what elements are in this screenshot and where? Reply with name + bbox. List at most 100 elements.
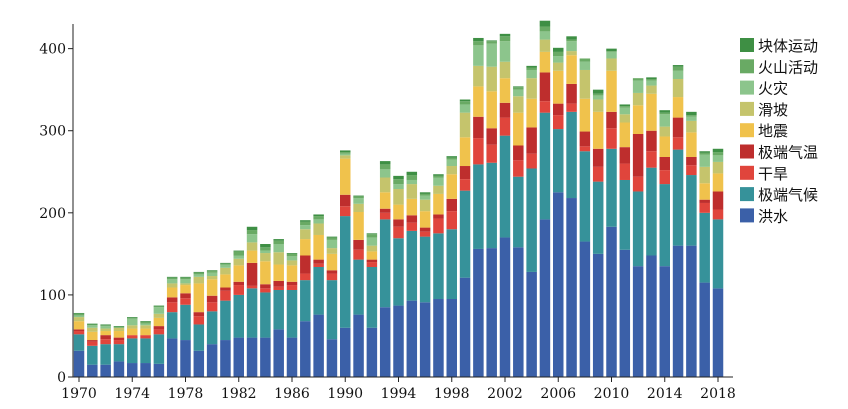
- bar-segment-1974-series-1: [127, 338, 138, 364]
- bar-segment-2014-series-1: [659, 184, 670, 267]
- bar-segment-2011-series-8: [619, 104, 631, 107]
- bar-segment-2013-series-6: [646, 80, 657, 86]
- bar-segment-1984-series-0: [260, 337, 271, 377]
- bar-segment-1987-series-5: [300, 229, 311, 240]
- bar-segment-2013-series-1: [646, 167, 657, 256]
- bar-segment-2011-series-1: [619, 179, 631, 250]
- bar-segment-2008-series-1: [579, 151, 591, 242]
- bar-segment-2000-series-5: [473, 65, 484, 87]
- bar-segment-2001-series-0: [486, 248, 497, 377]
- bar-segment-1973-series-5: [113, 327, 125, 332]
- bar-segment-1979-series-7: [193, 272, 205, 275]
- bar-segment-2005-series-4: [539, 51, 551, 73]
- bar-segment-1981-series-3: [220, 287, 231, 291]
- bar-segment-1989-series-1: [326, 280, 338, 340]
- bar-segment-1974-series-6: [127, 318, 138, 326]
- legend-label: 极端气温: [758, 144, 818, 162]
- bar-segment-2013-series-8: [646, 77, 657, 79]
- bar-segment-2004-series-4: [526, 98, 537, 128]
- bar-segment-1977-series-7: [166, 277, 178, 280]
- bar-segment-2010-series-6: [606, 51, 617, 59]
- bar-segment-1975-series-2: [140, 335, 151, 339]
- bar-segment-1982-series-5: [233, 258, 244, 266]
- bar-segment-2011-series-0: [619, 249, 631, 377]
- bar-segment-1998-series-3: [446, 198, 457, 212]
- bar-segment-1997-series-8: [433, 174, 444, 176]
- bar-segment-2006-series-7: [553, 51, 564, 57]
- bar-segment-1992-series-8: [366, 233, 378, 235]
- bar-segment-2014-series-0: [659, 266, 670, 377]
- bar-segment-1975-series-7: [140, 322, 151, 324]
- bar-segment-2001-series-1: [486, 162, 497, 249]
- bar-segment-1980-series-5: [206, 276, 218, 280]
- bar-segment-1995-series-1: [406, 230, 418, 301]
- bar-segment-1996-series-5: [419, 199, 431, 212]
- bar-segment-2012-series-5: [632, 92, 644, 106]
- bar-segment-2014-series-7: [659, 112, 670, 115]
- bar-segment-1988-series-8: [313, 214, 324, 217]
- bar-segment-2009-series-1: [592, 181, 604, 254]
- bar-segment-2007-series-2: [566, 103, 577, 112]
- axes: [72, 24, 733, 378]
- bar-segment-1986-series-0: [286, 337, 298, 377]
- bar-segment-2005-series-5: [539, 39, 551, 52]
- bar-segment-2001-series-2: [486, 144, 497, 163]
- bar-segment-1998-series-8: [446, 156, 457, 158]
- bar-segment-1983-series-8: [246, 226, 258, 231]
- bar-segment-2001-series-8: [486, 40, 497, 42]
- bar-segment-2004-series-7: [526, 67, 537, 70]
- bar-segment-1993-series-0: [379, 307, 391, 377]
- bar-segment-1986-series-1: [286, 289, 298, 338]
- bar-segment-1995-series-0: [406, 300, 418, 377]
- bar-segment-2001-series-5: [486, 66, 497, 92]
- bar-segment-2018-series-6: [712, 155, 724, 162]
- bar-segment-2003-series-4: [513, 112, 524, 146]
- bar-segment-2016-series-8: [686, 111, 697, 116]
- bar-segment-1986-series-7: [286, 253, 298, 257]
- bar-segment-1979-series-5: [193, 276, 205, 284]
- bar-segment-1997-series-0: [433, 299, 444, 377]
- bar-segment-1993-series-7: [379, 164, 391, 170]
- bar-segment-1972-series-7: [100, 325, 111, 327]
- bar-segment-2002-series-4: [499, 78, 511, 103]
- bar-segment-1997-series-1: [433, 233, 444, 300]
- bar-segment-1988-series-1: [313, 267, 324, 315]
- bar-segment-1982-series-4: [233, 265, 244, 282]
- bar-segment-1976-series-6: [153, 307, 165, 314]
- bar-segment-1987-series-2: [300, 273, 311, 281]
- bar-segment-1970-series-6: [73, 315, 85, 318]
- bar-segment-2010-series-4: [606, 70, 617, 112]
- bar-segment-1973-series-7: [113, 326, 125, 328]
- bar-segment-1989-series-0: [326, 339, 338, 377]
- bar-segment-1990-series-3: [340, 194, 351, 207]
- y-tick-label: 100: [39, 288, 66, 304]
- bar-segment-1986-series-2: [286, 285, 298, 290]
- bar-segment-2011-series-3: [619, 147, 631, 164]
- bar-segment-1997-series-6: [433, 177, 444, 186]
- legend-swatch: [740, 101, 754, 116]
- bar-segment-1985-series-2: [273, 286, 284, 290]
- bar-segment-2009-series-2: [592, 166, 604, 182]
- bar-segment-1970-series-4: [73, 321, 85, 330]
- bar-segment-2000-series-6: [473, 45, 484, 66]
- bar-segment-1996-series-6: [419, 195, 431, 200]
- bar-segment-2017-series-0: [699, 282, 710, 377]
- bar-segment-2005-series-7: [539, 26, 551, 32]
- bar-segment-2012-series-4: [632, 105, 644, 134]
- bar-segment-1993-series-1: [379, 219, 391, 308]
- bars-layer: [73, 20, 724, 377]
- bar-segment-2007-series-1: [566, 111, 577, 199]
- bar-segment-1993-series-6: [379, 169, 391, 178]
- bar-segment-2016-series-3: [686, 156, 697, 166]
- x-tick-label: 1970: [61, 386, 97, 402]
- bar-segment-1978-series-8: [180, 276, 191, 278]
- bar-segment-1971-series-8: [87, 323, 98, 325]
- bar-segment-1972-series-1: [100, 344, 111, 365]
- bar-segment-1975-series-4: [140, 328, 151, 336]
- bar-segment-1977-series-4: [166, 287, 178, 298]
- bar-segment-2012-series-7: [632, 78, 644, 81]
- y-tick-label: 200: [39, 206, 66, 222]
- bar-segment-1989-series-4: [326, 253, 338, 271]
